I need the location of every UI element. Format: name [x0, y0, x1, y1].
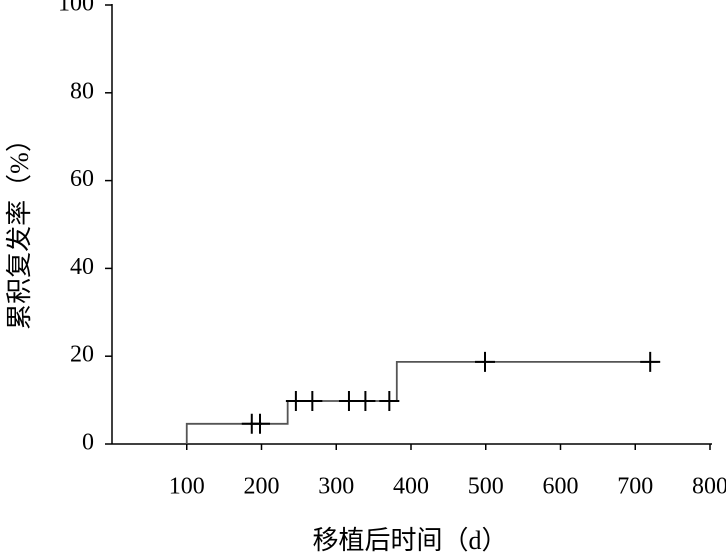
censor-mark — [379, 390, 400, 411]
x-tick-label: 500 — [468, 474, 504, 500]
x-tick-label: 300 — [318, 474, 354, 500]
x-tick-label: 400 — [393, 474, 429, 500]
y-axis-label: 累积复发率（%） — [5, 126, 34, 330]
censor-mark — [475, 351, 496, 372]
x-tick-label: 100 — [169, 474, 205, 500]
x-tick-label: 800 — [692, 474, 726, 500]
x-tick-label: 700 — [617, 474, 653, 500]
x-tick-label: 200 — [244, 474, 280, 500]
y-tick-label: 40 — [70, 254, 94, 280]
censor-mark — [355, 390, 376, 411]
censor-mark — [302, 390, 323, 411]
x-axis-label: 移植后时间（d） — [312, 526, 507, 555]
x-tick-label: 600 — [543, 474, 579, 500]
y-tick-label: 100 — [58, 0, 94, 17]
censor-mark — [250, 413, 271, 434]
censor-mark — [640, 351, 661, 372]
y-tick-label: 20 — [70, 342, 94, 368]
y-tick-label: 0 — [82, 430, 94, 456]
y-tick-label: 60 — [70, 166, 94, 192]
y-tick-label: 80 — [70, 78, 94, 104]
step-line — [185, 361, 658, 444]
